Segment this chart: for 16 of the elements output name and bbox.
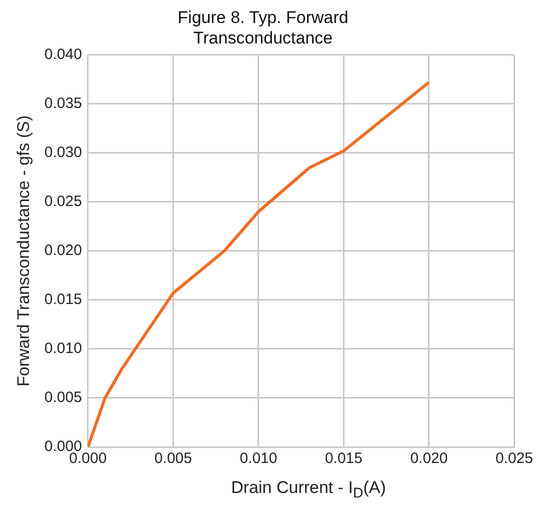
- y-tick-label: 0.015: [44, 291, 82, 308]
- y-tick-label: 0.030: [44, 144, 82, 161]
- y-tick-label: 0.035: [44, 94, 82, 112]
- y-axis-title: Forward Transconductance - gfs (S): [14, 115, 33, 386]
- y-tick-label: 0.020: [44, 242, 82, 260]
- x-tick-label: 0.010: [240, 450, 278, 468]
- x-tick-label: 0.025: [495, 450, 534, 468]
- x-tick-label: 0.015: [324, 450, 362, 468]
- x-tick-label: 0.020: [410, 450, 448, 468]
- x-axis-title: Drain Current - I$_{D}$(A): [230, 478, 387, 502]
- y-tick-label: 0.005: [44, 389, 82, 406]
- x-tick-label: 0.005: [154, 450, 192, 468]
- y-tick-label: 0.025: [44, 193, 82, 210]
- y-tick-label: 0.040: [44, 46, 82, 63]
- y-tick-label: 0.010: [44, 340, 82, 358]
- chart-title: Figure 8. Typ. Forward Transconductance: [178, 8, 348, 48]
